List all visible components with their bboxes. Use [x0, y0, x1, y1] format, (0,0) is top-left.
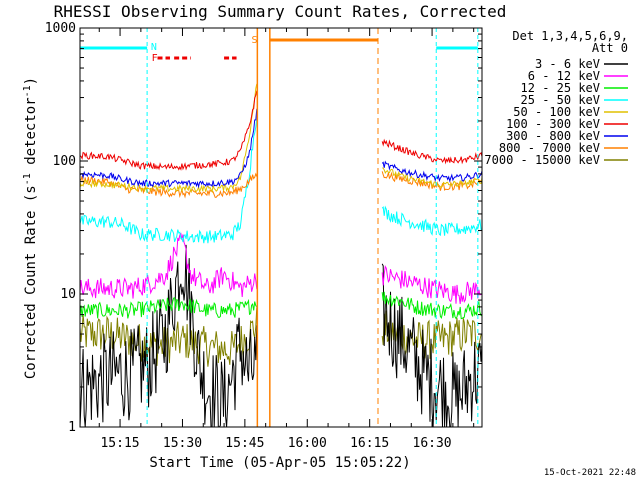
chart-title: RHESSI Observing Summary Count Rates, Co… — [54, 2, 507, 21]
x-axis-label: Start Time (05-Apr-05 15:05:22) — [149, 455, 410, 471]
timestamp: 15-Oct-2021 22:48 — [544, 468, 636, 478]
legend-label: 300 - 800 keV — [506, 129, 600, 143]
series-line-0 — [381, 263, 483, 428]
saa-marker-label: S — [252, 35, 258, 46]
y-axis-label: Corrected Count Rate (s-1 detector-1) — [22, 77, 39, 379]
legend-header-attenuator: Att 0 — [592, 41, 628, 55]
y-tick-label: 1 — [68, 420, 76, 435]
x-tick-label: 15:30 — [163, 436, 202, 451]
y-axis: 1 10 100 1000 — [45, 21, 482, 435]
x-tick-label: 16:15 — [350, 436, 389, 451]
series-line-1 — [381, 265, 482, 304]
annotation-layer: NF S — [80, 28, 479, 427]
series-line-6 — [79, 108, 258, 189]
x-tick-label: 16:30 — [413, 436, 452, 451]
x-axis: 15:15 15:30 15:45 16:00 16:15 16:30 — [98, 28, 475, 451]
plot-frame — [79, 27, 483, 428]
series-line-5 — [381, 138, 483, 165]
series-line-4 — [79, 83, 258, 194]
series-line-4 — [382, 167, 483, 188]
legend-label: 50 - 100 keV — [513, 105, 600, 119]
night-marker-label: N — [151, 42, 157, 53]
y-tick-label: 10 — [60, 287, 76, 302]
x-tick-label: 15:45 — [225, 436, 264, 451]
series-line-0 — [79, 244, 258, 428]
legend-label: 6 - 12 keV — [528, 69, 600, 83]
legend-label: 12 - 25 keV — [521, 81, 600, 95]
legend-label: 800 - 7000 keV — [499, 141, 600, 155]
series-line-5 — [79, 90, 258, 171]
x-tick-label: 15:15 — [100, 436, 139, 451]
flare-marker-label: F — [152, 53, 158, 64]
series-line-2 — [381, 291, 483, 320]
series-line-6 — [381, 160, 483, 183]
legend-label: 100 - 300 keV — [506, 117, 600, 131]
x-tick-label: 16:00 — [288, 436, 327, 451]
series-line-2 — [79, 297, 258, 319]
legend-label: 7000 - 15000 keV — [484, 153, 600, 167]
series-line-3 — [79, 118, 258, 244]
y-tick-label: 1000 — [45, 21, 76, 36]
series-line-1 — [79, 232, 258, 299]
legend-label: 25 - 50 keV — [521, 93, 600, 107]
legend-header-detectors: Det 1,3,4,5,6,9, — [512, 29, 628, 43]
y-tick-label: 100 — [53, 154, 76, 169]
series-line-3 — [381, 205, 483, 237]
plot-series — [79, 83, 483, 428]
series-line-8 — [79, 307, 258, 367]
legend-label: 3 - 6 keV — [535, 57, 600, 71]
